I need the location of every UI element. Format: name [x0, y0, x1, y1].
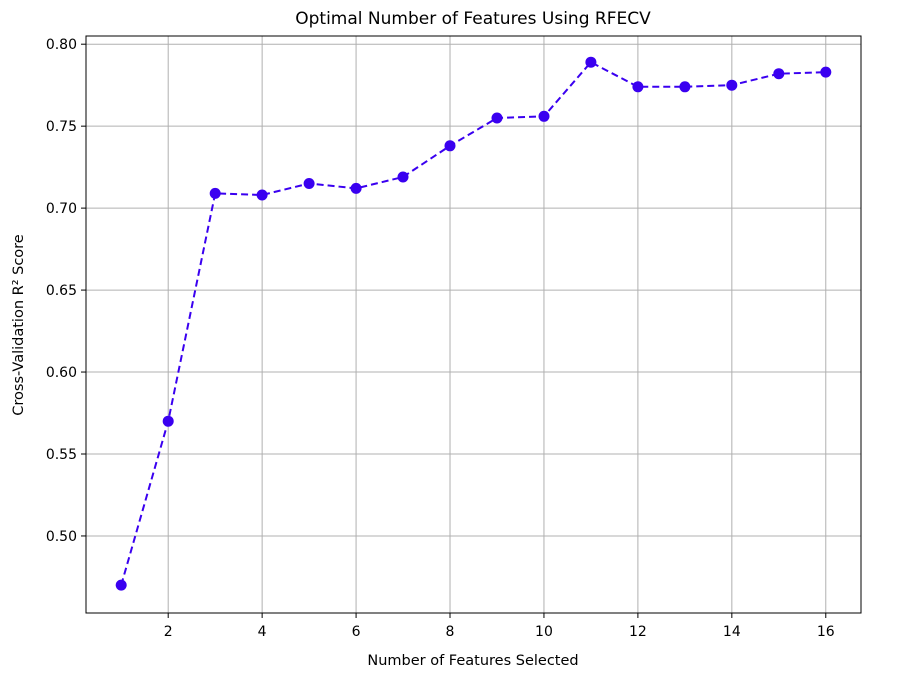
y-tick-label: 0.65 [46, 283, 77, 299]
y-tick-label: 0.50 [46, 529, 77, 545]
x-tick-label: 6 [352, 624, 361, 640]
data-point [162, 415, 174, 427]
x-tick-label: 2 [164, 624, 173, 640]
x-tick-label: 8 [446, 624, 455, 640]
data-point [209, 187, 221, 199]
data-point [538, 110, 550, 122]
data-point [397, 171, 409, 183]
data-point [632, 81, 644, 93]
data-point [585, 56, 597, 68]
plot-frame [85, 35, 862, 614]
y-tick-label: 0.55 [46, 447, 77, 463]
data-point [256, 189, 268, 201]
y-tick-label: 0.60 [46, 365, 77, 381]
data-point [726, 79, 738, 91]
y-tick-label: 0.80 [46, 37, 77, 53]
data-point [303, 178, 315, 189]
chart-title: Optimal Number of Features Using RFECV [295, 9, 651, 29]
data-point [820, 66, 832, 78]
data-point [491, 112, 503, 124]
x-tick-label: 10 [535, 624, 553, 640]
y-axis-title: Cross-Validation R² Score [11, 234, 27, 416]
x-tick-label: 14 [723, 624, 741, 640]
x-tick-label: 16 [817, 624, 835, 640]
data-point [773, 68, 785, 80]
axis-ticks: 2 4 6 8 10 12 14 16 0.50 0.55 0.60 0.65 0.70 0.75 0.80 [46, 37, 835, 640]
series-line [120, 60, 826, 586]
y-tick-label: 0.70 [46, 201, 77, 217]
x-tick-label: 4 [258, 624, 267, 640]
data-series [115, 56, 832, 591]
grid-lines [86, 36, 861, 613]
data-point [679, 81, 691, 93]
data-point [350, 182, 362, 194]
data-point [115, 579, 127, 591]
data-point [444, 140, 456, 152]
y-tick-label: 0.75 [46, 119, 77, 135]
x-tick-label: 12 [629, 624, 647, 640]
x-axis-title: Number of Features Selected [367, 653, 578, 669]
